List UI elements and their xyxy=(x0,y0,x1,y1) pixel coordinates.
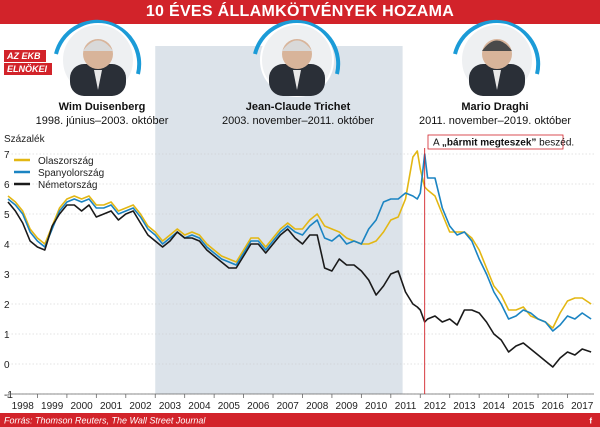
x-tick-label: 2011 xyxy=(395,401,417,412)
y-tick-label: 2 xyxy=(4,300,10,311)
x-tick-label: 2005 xyxy=(218,401,241,412)
portrait-ring-draghi xyxy=(453,19,541,75)
x-tick-label: 2003 xyxy=(159,401,182,412)
president-term-draghi: 2011. november–2019. október xyxy=(418,115,572,127)
x-tick-label: 2010 xyxy=(365,401,388,412)
portrait-shirt-draghi xyxy=(493,70,501,90)
y-tick-label: 0 xyxy=(4,360,10,371)
source-text: Forrás: Thomson Reuters, The Wall Street… xyxy=(4,416,206,426)
x-tick-label: 2004 xyxy=(188,401,211,412)
source-bar xyxy=(0,413,600,427)
legend-label: Németország xyxy=(38,180,97,191)
x-tick-label: 2009 xyxy=(336,401,359,412)
annotation-box xyxy=(427,134,564,150)
y-tick-label: 3 xyxy=(4,270,10,281)
x-tick-label: 2000 xyxy=(70,401,93,412)
portrait-ring-trichet xyxy=(253,19,341,75)
y-tick-label: 4 xyxy=(4,240,10,251)
y-tick-label: 1 xyxy=(4,330,10,341)
x-tick-label: 2007 xyxy=(277,401,300,412)
x-tick-label: 2017 xyxy=(571,401,594,412)
president-term-duisenberg: 1998. június–2003. október xyxy=(35,115,169,127)
x-tick-label: 2014 xyxy=(483,401,506,412)
portrait-shirt-duisenberg xyxy=(94,70,102,90)
president-term-trichet: 2003. november–2011. október xyxy=(221,115,375,127)
portrait-hair-draghi xyxy=(482,40,512,51)
x-tick-label: 1999 xyxy=(41,401,64,412)
annotation-prefix: A xyxy=(433,138,442,149)
x-tick-label: 2006 xyxy=(247,401,270,412)
annotation-quote: „bármit megteszek” xyxy=(442,138,536,149)
series-line-spain xyxy=(7,153,592,332)
y-tick-label: 6 xyxy=(4,180,10,191)
x-tick-label: 2013 xyxy=(453,401,476,412)
x-tick-label: 2012 xyxy=(424,401,447,412)
portrait-shirt-trichet xyxy=(293,70,301,90)
president-name-draghi: Mario Draghi xyxy=(461,101,529,113)
trichet-period-band xyxy=(155,46,403,394)
corner-mark: f xyxy=(589,417,592,426)
president-name-duisenberg: Wim Duisenberg xyxy=(58,101,146,113)
annotation-text: A „bármit megteszek” beszéd. xyxy=(433,138,574,149)
y-axis-label: Százalék xyxy=(4,134,46,145)
y-tick-label: -1 xyxy=(4,390,13,401)
portrait-hair-trichet xyxy=(282,40,312,51)
x-tick-label: 2001 xyxy=(100,401,123,412)
president-name-trichet: Jean-Claude Trichet xyxy=(245,101,351,113)
x-tick-label: 2015 xyxy=(512,401,535,412)
legend-label: Spanyolország xyxy=(38,168,104,179)
x-tick-label: 2016 xyxy=(542,401,565,412)
series-line-germany xyxy=(7,201,592,368)
ekb-tag-line-2: ELNÖKEI xyxy=(4,63,53,75)
ekb-tag-line-1: AZ EKB xyxy=(4,50,46,62)
legend-label: Olaszország xyxy=(38,156,94,167)
portrait-ring-duisenberg xyxy=(54,19,142,75)
x-tick-label: 1998 xyxy=(12,401,35,412)
y-tick-label: 7 xyxy=(4,150,10,161)
series-line-italy xyxy=(7,150,592,329)
portrait-hair-duisenberg xyxy=(83,40,113,51)
chart-title: 10 ÉVES ÁLLAMKÖTVÉNYEK HOZAMA xyxy=(145,3,455,20)
annotation-suffix: beszéd. xyxy=(536,138,574,149)
x-tick-label: 2008 xyxy=(306,401,329,412)
y-tick-label: 5 xyxy=(4,210,10,221)
x-tick-label: 2002 xyxy=(129,401,152,412)
